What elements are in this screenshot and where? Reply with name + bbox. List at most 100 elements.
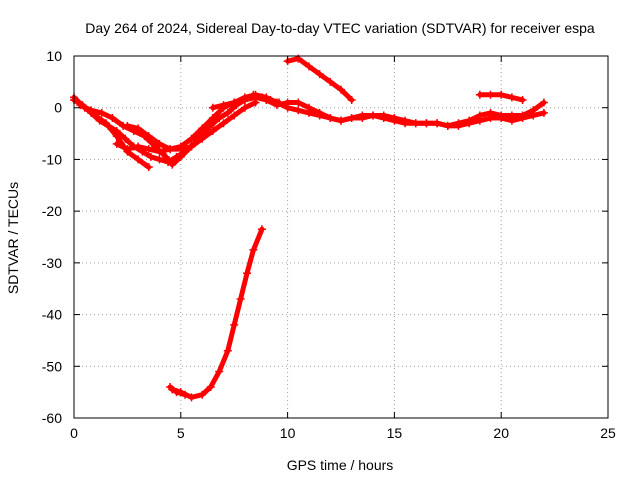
data-point — [401, 116, 410, 125]
data-point — [486, 90, 495, 99]
data-point — [518, 111, 527, 120]
data-point — [433, 119, 442, 128]
series-line — [77, 100, 259, 168]
data-point — [257, 225, 266, 234]
data-point — [108, 114, 117, 123]
series-arc-9 — [168, 225, 266, 402]
data-point — [112, 132, 121, 141]
data-point — [283, 103, 292, 112]
data-point — [304, 62, 313, 71]
data-point — [166, 145, 175, 154]
data-point — [497, 111, 506, 120]
y-tick-label: -10 — [42, 151, 62, 167]
data-point — [337, 85, 345, 94]
y-axis-label: SDTVAR / TECUs — [5, 182, 21, 294]
data-point — [223, 346, 232, 355]
data-point — [112, 139, 121, 148]
data-point — [144, 132, 153, 141]
y-tick-label: 10 — [46, 48, 62, 64]
data-point — [198, 134, 207, 143]
data-point — [123, 145, 132, 154]
data-point — [262, 93, 271, 102]
data-point — [422, 119, 431, 128]
data-point — [155, 147, 164, 156]
data-point — [240, 93, 249, 102]
data-point — [176, 142, 185, 151]
data-point — [475, 111, 484, 120]
data-point — [539, 108, 548, 117]
data-point — [166, 382, 175, 391]
data-point — [326, 77, 335, 86]
data-point — [358, 111, 367, 120]
data-point — [411, 119, 420, 128]
data-point — [379, 111, 388, 120]
data-point — [208, 103, 217, 112]
data-point — [198, 390, 207, 399]
data-point — [369, 111, 378, 120]
series-arc-5 — [112, 93, 548, 156]
x-tick-label: 25 — [600, 425, 616, 441]
data-point — [121, 134, 130, 143]
data-point — [223, 108, 232, 117]
data-point — [240, 103, 249, 112]
y-tick-label: 0 — [54, 100, 62, 116]
data-point — [144, 163, 153, 172]
data-point — [176, 152, 185, 161]
y-axis: 10 0 -10 -20 -30 -40 -50 -60 — [42, 48, 608, 426]
series-arc-8 — [475, 90, 527, 104]
data-point — [215, 367, 224, 376]
data-point — [76, 101, 85, 110]
data-point — [315, 70, 324, 79]
chart-title: Day 264 of 2024, Sidereal Day-to-day VTE… — [85, 20, 595, 36]
series-arc-6 — [208, 90, 548, 130]
data-point — [187, 142, 196, 151]
data-point — [123, 121, 132, 130]
plot-frame — [73, 55, 609, 419]
series-line — [169, 226, 265, 400]
data-point — [315, 111, 324, 120]
data-point — [539, 98, 548, 107]
x-tick-label: 5 — [177, 425, 185, 441]
data-point — [497, 90, 506, 99]
data-point — [172, 388, 181, 397]
data-point — [507, 93, 516, 102]
y-tick-label: -40 — [42, 307, 62, 323]
data-point — [219, 119, 228, 128]
data-point — [272, 98, 281, 107]
series-arc-7 — [283, 54, 356, 104]
series-arc-3 — [76, 98, 260, 169]
data-point — [161, 152, 170, 161]
x-tick-label: 0 — [70, 425, 78, 441]
x-tick-label: 10 — [280, 425, 296, 441]
data-point — [181, 390, 190, 399]
data-point — [337, 116, 345, 125]
data-point — [294, 106, 303, 115]
x-axis: 0 5 10 15 20 25 — [70, 56, 616, 441]
data-series — [70, 54, 548, 402]
data-point — [168, 160, 177, 169]
data-point — [347, 95, 356, 104]
data-point — [475, 90, 484, 99]
data-point — [454, 119, 463, 128]
data-point — [443, 121, 452, 130]
y-tick-label: -30 — [42, 255, 62, 271]
data-point — [134, 142, 143, 151]
data-point — [155, 155, 164, 164]
data-point — [507, 111, 516, 120]
data-point — [230, 98, 239, 107]
data-point — [146, 152, 155, 161]
y-tick-label: -20 — [42, 203, 62, 219]
data-point — [390, 114, 399, 123]
data-point — [219, 101, 228, 110]
data-point — [230, 111, 239, 120]
x-axis-label: GPS time / hours — [287, 457, 394, 473]
y-tick-label: -50 — [42, 358, 62, 374]
data-point — [134, 124, 143, 133]
data-point — [144, 145, 153, 154]
x-tick-label: 15 — [387, 425, 403, 441]
x-tick-label: 20 — [493, 425, 509, 441]
data-point — [249, 245, 258, 254]
data-point — [102, 119, 111, 128]
data-point — [230, 320, 239, 329]
